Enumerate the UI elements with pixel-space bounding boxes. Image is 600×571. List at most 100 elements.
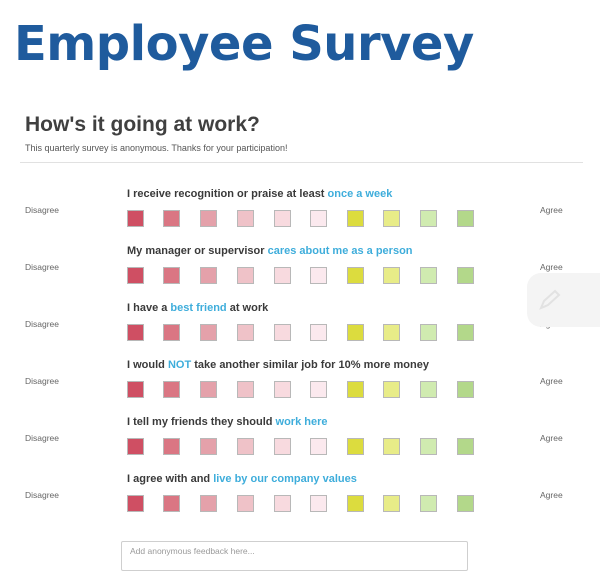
rating-option-6[interactable] [310,210,327,227]
question-text: I agree with and live by our company val… [127,473,357,485]
rating-option-8[interactable] [383,267,400,284]
rating-option-8[interactable] [383,324,400,341]
question-item: My manager or supervisor cares about me … [0,245,600,302]
rating-option-3[interactable] [200,267,217,284]
question-text-highlight: once a week [327,188,393,200]
rating-option-1[interactable] [127,495,144,512]
rating-option-4[interactable] [237,324,254,341]
question-text: I receive recognition or praise at least… [127,188,392,200]
rating-option-8[interactable] [383,495,400,512]
agree-label: Agree [540,433,563,443]
rating-option-3[interactable] [200,381,217,398]
rating-option-2[interactable] [163,267,180,284]
rating-option-4[interactable] [237,495,254,512]
rating-option-4[interactable] [237,267,254,284]
rating-option-10[interactable] [457,267,474,284]
rating-option-9[interactable] [420,267,437,284]
rating-option-5[interactable] [274,381,291,398]
rating-option-5[interactable] [274,495,291,512]
disagree-label: Disagree [25,376,60,386]
divider [20,162,583,163]
rating-option-10[interactable] [457,324,474,341]
rating-option-5[interactable] [274,438,291,455]
question-text-highlight: live by our company values [213,473,357,485]
rating-option-9[interactable] [420,210,437,227]
rating-option-3[interactable] [200,438,217,455]
question-text-highlight: work here [275,416,328,428]
rating-option-2[interactable] [163,381,180,398]
pen-icon [539,289,561,310]
question-text-plain: I agree with and [127,473,214,485]
rating-option-2[interactable] [163,324,180,341]
rating-option-4[interactable] [237,381,254,398]
survey-title: How's it going at work? [25,113,260,136]
rating-option-1[interactable] [127,381,144,398]
question-item: I have a best friend at workDisagreeAgre… [0,302,600,359]
banner-title: Employee Survey [14,16,474,72]
rating-option-8[interactable] [383,210,400,227]
question-item: I receive recognition or praise at least… [0,188,600,245]
rating-option-7[interactable] [347,495,364,512]
agree-label: Agree [540,376,563,386]
rating-option-9[interactable] [420,495,437,512]
question-text-highlight: NOT [167,359,192,371]
question-text-plain: I have a [127,302,171,314]
question-text-highlight: cares about me as a person [267,245,413,257]
rating-option-3[interactable] [200,324,217,341]
rating-option-6[interactable] [310,438,327,455]
disagree-label: Disagree [25,319,60,329]
rating-option-3[interactable] [200,495,217,512]
rating-option-5[interactable] [274,324,291,341]
question-text-plain-end: take another similar job for 10% more mo… [191,359,429,371]
rating-option-7[interactable] [347,324,364,341]
question-text-plain: I would [127,359,168,371]
rating-option-1[interactable] [127,438,144,455]
disagree-label: Disagree [25,205,60,215]
rating-option-7[interactable] [347,381,364,398]
rating-option-10[interactable] [457,495,474,512]
question-text-plain: My manager or supervisor [127,245,268,257]
agree-label: Agree [540,262,563,272]
rating-option-4[interactable] [237,210,254,227]
disagree-label: Disagree [25,490,60,500]
question-text-plain: I tell my friends they should [127,416,276,428]
rating-option-5[interactable] [274,267,291,284]
rating-option-8[interactable] [383,381,400,398]
question-item: I tell my friends they should work here D… [0,416,600,473]
rating-option-9[interactable] [420,381,437,398]
question-item: I would NOT take another similar job for… [0,359,600,416]
rating-option-10[interactable] [457,438,474,455]
rating-option-2[interactable] [163,438,180,455]
rating-option-5[interactable] [274,210,291,227]
rating-option-7[interactable] [347,438,364,455]
question-item: I agree with and live by our company val… [0,473,600,530]
rating-option-6[interactable] [310,324,327,341]
question-text: My manager or supervisor cares about me … [127,245,413,257]
question-text-plain-end: at work [226,302,269,314]
rating-option-3[interactable] [200,210,217,227]
question-text-plain: I receive recognition or praise at least [127,188,328,200]
rating-option-8[interactable] [383,438,400,455]
survey-subtitle: This quarterly survey is anonymous. Than… [25,143,288,153]
disagree-label: Disagree [25,433,60,443]
agree-label: Agree [540,490,563,500]
disagree-label: Disagree [25,262,60,272]
rating-option-6[interactable] [310,381,327,398]
rating-option-6[interactable] [310,495,327,512]
rating-option-10[interactable] [457,381,474,398]
rating-option-4[interactable] [237,438,254,455]
rating-option-7[interactable] [347,267,364,284]
rating-option-10[interactable] [457,210,474,227]
feedback-input[interactable] [121,541,468,571]
rating-option-2[interactable] [163,495,180,512]
side-tab[interactable] [527,273,600,327]
rating-option-2[interactable] [163,210,180,227]
question-text: I tell my friends they should work here [127,416,328,428]
rating-option-1[interactable] [127,210,144,227]
rating-option-9[interactable] [420,438,437,455]
rating-option-1[interactable] [127,267,144,284]
rating-option-7[interactable] [347,210,364,227]
rating-option-9[interactable] [420,324,437,341]
rating-option-1[interactable] [127,324,144,341]
rating-option-6[interactable] [310,267,327,284]
